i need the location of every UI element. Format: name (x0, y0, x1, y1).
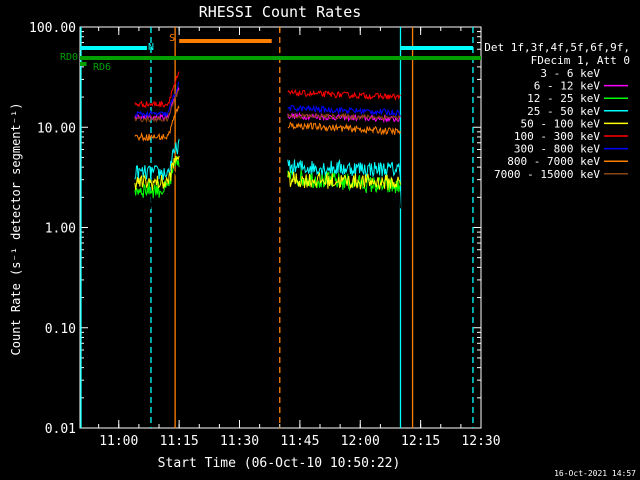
y-tick-label: 100.00 (29, 21, 76, 36)
footer-timestamp: 16-Oct-2021 14:57 (554, 469, 636, 478)
y-axis-label: Count Rate (s⁻¹ detector segment⁻¹) (9, 103, 23, 356)
chart-title: RHESSI Count Rates (199, 3, 362, 21)
x-tick-label: 11:00 (99, 434, 138, 449)
y-tick-label: 1.00 (45, 222, 76, 237)
legend-header-line1: Det 1f,3f,4f,5f,6f,9f, (484, 41, 630, 54)
legend-label: 6 - 12 keV (534, 80, 601, 93)
x-tick-label: 12:15 (401, 434, 440, 449)
legend-header-line2: FDecim 1, Att 0 (531, 54, 630, 67)
legend-label: 800 - 7000 keV (507, 155, 600, 168)
y-tick-label: 0.01 (45, 422, 76, 437)
legend-label: 7000 - 15000 keV (494, 168, 600, 181)
legend-label: 3 - 6 keV (540, 67, 600, 80)
x-axis: 11:00 11:15 11:30 11:45 12:00 12:15 12:30 (98, 27, 501, 449)
series-line (287, 158, 401, 178)
y-tick-label: 10.00 (37, 121, 76, 136)
flag-label: RD6 (93, 62, 111, 73)
legend-label: 25 - 50 keV (527, 105, 600, 118)
series-line (287, 111, 401, 124)
series-line (287, 112, 401, 122)
x-tick-label: 12:00 (341, 434, 380, 449)
flag-label: N (148, 42, 154, 53)
legend-label: 300 - 800 keV (514, 143, 600, 156)
series-line (287, 104, 401, 117)
series-line (287, 88, 401, 101)
legend-label: 12 - 25 keV (527, 92, 600, 105)
x-tick-label: 11:15 (160, 434, 199, 449)
series-lines (134, 71, 401, 216)
legend-label: 100 - 300 keV (514, 130, 600, 143)
y-tick-label: 0.10 (45, 322, 76, 337)
x-tick-label: 12:30 (461, 434, 500, 449)
series-line (287, 170, 401, 190)
x-tick-label: 11:30 (220, 434, 259, 449)
flag-label: RD0 (60, 52, 78, 63)
x-axis-label: Start Time (06-Oct-10 10:50:22) (158, 456, 401, 471)
series-line (134, 138, 180, 181)
series-line (134, 81, 180, 119)
series-line (134, 155, 180, 191)
flag-label: S (169, 33, 175, 44)
flag-bars: RD0 RD6 S N (60, 33, 481, 73)
series-line (134, 105, 180, 142)
legend-label: 50 - 100 keV (521, 117, 601, 130)
series-line (134, 89, 180, 124)
series-line (134, 71, 180, 109)
series-line (287, 121, 401, 136)
x-tick-label: 11:45 (280, 434, 319, 449)
